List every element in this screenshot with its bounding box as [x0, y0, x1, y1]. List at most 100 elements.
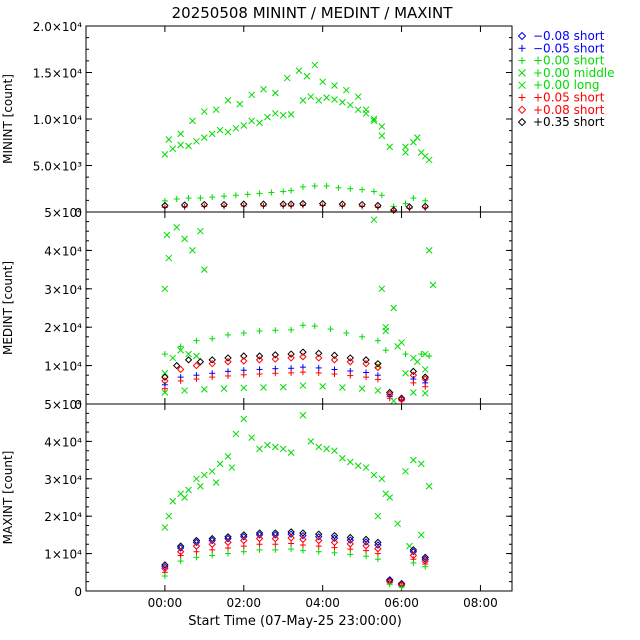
legend-label: −0.08 short: [533, 29, 605, 43]
data-point: [378, 132, 386, 140]
data-point: [362, 464, 370, 471]
panel-frame: [85, 25, 513, 213]
data-point: [421, 152, 429, 160]
x-tick-label: 04:00: [305, 596, 340, 610]
data-point: [240, 352, 248, 360]
data-point: [165, 512, 173, 520]
data-point: [405, 203, 414, 211]
data-point: [417, 460, 425, 468]
data-point: [220, 385, 228, 392]
data-point: [181, 387, 188, 394]
data-point: [208, 536, 216, 545]
data-point: [374, 201, 382, 210]
data-point: [216, 460, 224, 468]
data-point: [378, 192, 385, 199]
data-point: [197, 227, 204, 235]
data-point: [248, 91, 256, 99]
data-point: [288, 187, 295, 194]
data-point: [330, 351, 339, 359]
data-point: [161, 573, 168, 580]
data-point: [225, 372, 231, 379]
data-point: [410, 195, 417, 202]
data-point: [256, 445, 263, 453]
series: [161, 530, 429, 588]
y-tick-label: 0: [74, 206, 82, 220]
data-point: [161, 369, 169, 377]
data-point: [426, 353, 433, 359]
data-point: [421, 553, 429, 562]
data-point: [224, 354, 232, 362]
data-point: [176, 544, 185, 552]
data-point: [212, 106, 220, 114]
data-point: [184, 356, 193, 364]
data-point: [208, 130, 216, 138]
series: [165, 464, 425, 550]
data-point: [200, 200, 209, 209]
data-point: [382, 490, 390, 498]
data-point: [339, 454, 346, 462]
data-point: [315, 543, 322, 550]
data-point: [288, 202, 295, 209]
data-point: [271, 89, 279, 97]
data-point: [169, 354, 177, 362]
data-point: [362, 106, 370, 114]
data-point: [240, 371, 247, 378]
data-point: [161, 285, 169, 293]
data-point: [224, 97, 232, 104]
data-point: [185, 195, 192, 202]
y-tick-label: 5.0×10³: [33, 160, 82, 174]
data-point: [358, 385, 366, 392]
data-point: [208, 467, 216, 475]
chart-title: 20250508 MININT / MEDINT / MAXINT: [172, 4, 454, 22]
data-point: [378, 285, 386, 293]
data-point: [307, 438, 315, 445]
data-point: [200, 386, 208, 393]
data-point: [378, 123, 386, 130]
data-point: [240, 202, 247, 209]
legend-marker: [518, 44, 526, 52]
data-point: [410, 379, 417, 386]
data-point: [335, 184, 342, 191]
x-axis-label: Start Time (07-May-25 23:00:00): [188, 614, 402, 629]
x-tick-label: 08:00: [463, 596, 498, 610]
data-point: [287, 530, 295, 538]
data-point: [248, 117, 256, 125]
data-point: [177, 346, 185, 354]
data-point: [398, 397, 405, 404]
data-point: [389, 206, 398, 214]
data-point: [173, 195, 180, 202]
legend-marker: [517, 31, 527, 41]
data-point: [181, 203, 188, 210]
data-point: [331, 371, 338, 378]
data-point: [346, 458, 354, 466]
data-point: [200, 471, 208, 479]
data-point: [413, 358, 421, 366]
data-point: [425, 482, 433, 490]
data-point: [362, 538, 370, 546]
legend-marker: [518, 81, 526, 90]
data-point: [208, 359, 216, 368]
data-point: [330, 538, 339, 547]
data-point: [240, 329, 247, 336]
data-point: [192, 361, 201, 370]
data-point: [363, 553, 370, 560]
data-point: [331, 544, 338, 551]
data-point: [319, 202, 326, 209]
series: [161, 411, 433, 531]
data-point: [386, 581, 393, 588]
data-point: [272, 541, 279, 548]
data-point: [260, 202, 267, 209]
data-point: [363, 374, 370, 381]
y-tick-label: 0: [74, 398, 82, 412]
legend-item: +0.05 short: [518, 91, 605, 105]
legend-item: +0.00 middle: [518, 66, 615, 80]
data-point: [429, 281, 437, 289]
data-point: [359, 203, 366, 210]
data-point: [299, 547, 306, 554]
data-point: [244, 191, 251, 198]
data-point: [256, 371, 263, 378]
data-point: [311, 182, 318, 189]
y-tick-label: 5×10⁴: [44, 398, 82, 412]
data-point: [346, 101, 354, 109]
data-point: [248, 434, 256, 442]
